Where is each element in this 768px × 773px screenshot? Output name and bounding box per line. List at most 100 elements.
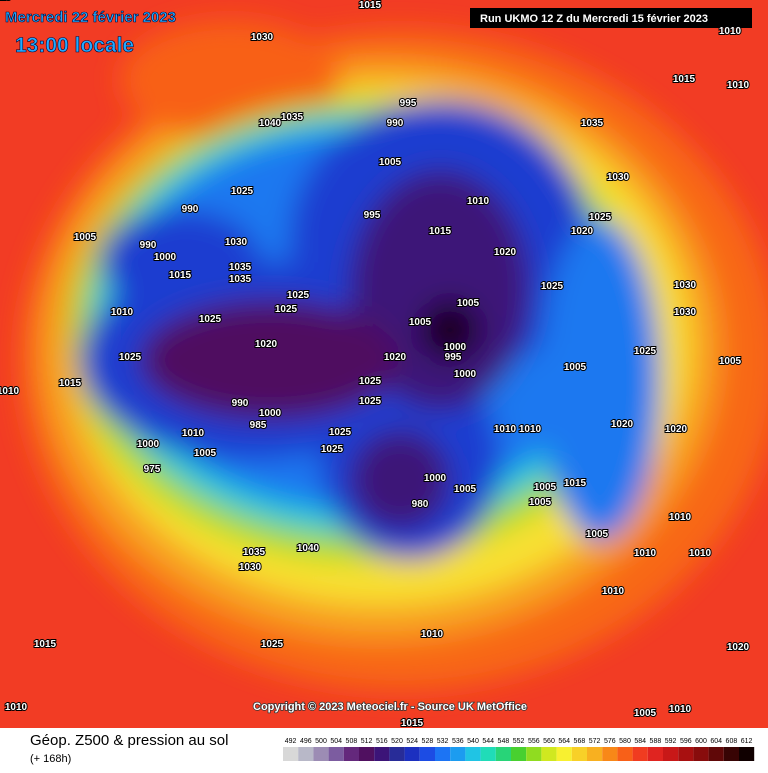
pressure-label: 990	[387, 118, 404, 129]
pressure-label: 995	[445, 352, 462, 363]
scale-label: 572	[589, 738, 601, 745]
scale-label: 548	[498, 738, 510, 745]
scale-label: 612	[741, 738, 753, 745]
pressure-label: 1005	[719, 356, 742, 367]
scale-swatch	[465, 747, 481, 761]
pressure-label: 1005	[564, 362, 587, 373]
pressure-label: 1040	[297, 543, 320, 554]
scale-label: 516	[376, 738, 388, 745]
pressure-label: 1015	[359, 0, 382, 11]
pressure-label: 975	[144, 464, 161, 475]
scale-label: 564	[558, 738, 570, 745]
scale-swatch	[708, 747, 724, 761]
pressure-label: 1005	[529, 497, 552, 508]
local-time: 13:00 locale	[15, 34, 134, 57]
pressure-label: 990	[140, 240, 157, 251]
pressure-label: 1035	[581, 118, 604, 129]
scale-swatch	[511, 747, 527, 761]
scale-label: 512	[361, 738, 373, 745]
scale-swatch	[526, 747, 542, 761]
scale-swatch	[617, 747, 633, 761]
pressure-label: 995	[364, 210, 381, 221]
scale-label: 588	[650, 738, 662, 745]
pressure-label: 1015	[59, 378, 82, 389]
pressure-label: 1025	[329, 427, 352, 438]
scale-swatch	[723, 747, 739, 761]
pressure-label: 1010	[719, 26, 742, 37]
pressure-label: 1035	[229, 262, 252, 273]
scale-swatch	[343, 747, 359, 761]
scale-swatch	[556, 747, 572, 761]
pressure-label: 1030	[239, 562, 262, 573]
pressure-label: 1005	[194, 448, 217, 459]
pressure-label: 1015	[564, 478, 587, 489]
scale-swatch	[495, 747, 511, 761]
color-scale: 492 496 500 504 508 512 516 520 524 528 532 536 540 5…	[283, 738, 755, 761]
scale-swatch	[328, 747, 344, 761]
pressure-label: 1025	[261, 639, 284, 650]
scale-swatch	[435, 747, 451, 761]
pressure-label: 1035	[229, 274, 252, 285]
scale-swatch	[313, 747, 329, 761]
scale-label: 604	[710, 738, 722, 745]
scale-label: 500	[315, 738, 327, 745]
scale-label: 544	[482, 738, 494, 745]
pressure-label: 1010	[634, 548, 657, 559]
scale-swatch	[739, 747, 755, 761]
scale-swatch	[647, 747, 663, 761]
pressure-label: 1025	[359, 396, 382, 407]
pressure-label: 1035	[281, 112, 304, 123]
pressure-label: 1010	[494, 424, 517, 435]
pressure-label: 1010	[0, 386, 20, 397]
pressure-label: 1005	[634, 708, 657, 719]
scale-label: 520	[391, 738, 403, 745]
pressure-label: 1025	[119, 352, 142, 363]
pressure-label: 1015	[429, 226, 452, 237]
pressure-label: 1005	[379, 157, 402, 168]
pressure-labels: 1015 1030 1040 1035 1025 990 1005 990 1000 1030 10…	[0, 0, 751, 730]
pressure-label: 1030	[225, 237, 248, 248]
scale-swatch	[571, 747, 587, 761]
pressure-label: 1010	[669, 704, 692, 715]
pressure-label: 1030	[607, 172, 630, 183]
pressure-label: 1015	[34, 639, 57, 650]
pressure-label: 1025	[275, 304, 298, 315]
scale-label: 576	[604, 738, 616, 745]
pressure-label: 1020	[611, 419, 634, 430]
scale-swatch	[389, 747, 405, 761]
forecast-date: Mercredi 22 février 2023	[5, 9, 176, 26]
lead-time: (+ 168h)	[30, 753, 71, 765]
scale-label: 580	[619, 738, 631, 745]
pressure-label: 1025	[359, 376, 382, 387]
pressure-label: 1010	[467, 196, 490, 207]
pressure-label: 990	[232, 398, 249, 409]
footer-title: Géop. Z500 & pression au sol	[30, 732, 228, 749]
scale-label: 532	[437, 738, 449, 745]
scale-swatch	[359, 747, 375, 761]
pressure-label: 1025	[321, 444, 344, 455]
pressure-label: 1000	[137, 439, 160, 450]
pressure-label: 1000	[259, 408, 282, 419]
pressure-label: 1010	[111, 307, 134, 318]
pressure-label: 1000	[454, 369, 477, 380]
scale-label: 592	[665, 738, 677, 745]
geopotential-field	[20, 20, 768, 690]
scale-label: 584	[634, 738, 646, 745]
pressure-label: 1025	[541, 281, 564, 292]
scale-swatch	[587, 747, 603, 761]
pressure-label: 1020	[255, 339, 278, 350]
scale-swatch	[632, 747, 648, 761]
scale-label: 560	[543, 738, 555, 745]
pressure-label: 1025	[287, 290, 310, 301]
scale-label: 600	[695, 738, 707, 745]
scale-swatch	[602, 747, 618, 761]
pressure-label: 1025	[231, 186, 254, 197]
scale-swatch	[541, 747, 557, 761]
pressure-label: 1020	[494, 247, 517, 258]
scale-label: 596	[680, 738, 692, 745]
scale-swatch	[374, 747, 390, 761]
pressure-label: 1010	[669, 512, 692, 523]
pressure-label: 1005	[74, 232, 97, 243]
scale-label: 508	[346, 738, 358, 745]
